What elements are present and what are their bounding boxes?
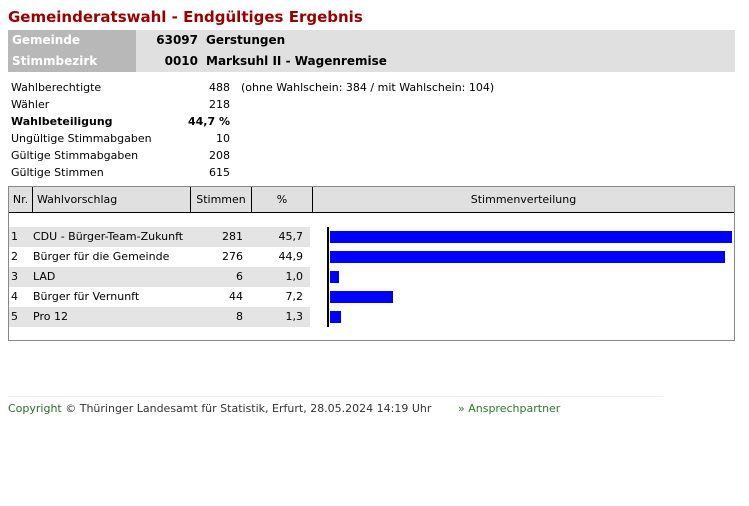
header-wahlvorschlag: Wahlvorschlag	[33, 187, 191, 212]
table-row: 1 CDU - Bürger-Team-Zukunft 281 45,7	[9, 227, 310, 247]
stat-note: (ohne Wahlschein: 384 / mit Wahlschein: …	[241, 81, 495, 94]
header-nr: Nr.	[9, 187, 33, 212]
results-table: Nr. Wahlvorschlag Stimmen % Stimmenverte…	[8, 186, 735, 341]
stat-row: Gültige Stimmen 615	[11, 164, 511, 181]
stat-row: Wahlbeteiligung 44,7 %	[11, 113, 511, 130]
stat-row: Ungültige Stimmabgaben 10	[11, 130, 511, 147]
stat-row: Wähler 218	[11, 96, 511, 113]
row-votes: 276	[222, 250, 243, 263]
row-percent: 1,0	[285, 270, 304, 283]
vote-bar	[330, 291, 393, 303]
row-nr: 4	[11, 290, 18, 303]
stimmbezirk-code: 0010	[164, 54, 198, 68]
table-header: Nr. Wahlvorschlag Stimmen % Stimmenverte…	[9, 187, 734, 213]
table-row: 2 Bürger für die Gemeinde 276 44,9	[9, 247, 310, 267]
stimmbezirk-name: Marksuhl II - Wagenremise	[206, 54, 387, 68]
stat-label: Ungültige Stimmabgaben	[11, 132, 152, 145]
vote-bar	[330, 251, 725, 263]
table-row: 3 LAD 6 1,0	[9, 267, 310, 287]
header-percent: %	[252, 187, 313, 212]
table-row: 4 Bürger für Vernunft 44 7,2	[9, 287, 310, 307]
stat-value: 44,7 %	[188, 115, 230, 128]
page-title: Gemeinderatswahl - Endgültiges Ergebnis	[8, 8, 363, 26]
row-votes: 44	[229, 290, 243, 303]
row-nr: 1	[11, 230, 18, 243]
stat-label: Gültige Stimmen	[11, 166, 104, 179]
gemeinde-code: 63097	[156, 33, 198, 47]
stat-value: 218	[209, 98, 230, 111]
row-percent: 7,2	[285, 290, 304, 303]
row-nr: 3	[11, 270, 18, 283]
stat-value: 488	[209, 81, 230, 94]
vote-bar	[330, 271, 339, 283]
gemeinde-name: Gerstungen	[206, 33, 286, 47]
stat-label: Wahlbeteiligung	[11, 115, 113, 128]
vote-bar	[330, 311, 341, 323]
stat-label: Wähler	[11, 98, 50, 111]
copyright: Copyright © Thüringer Landesamt für Stat…	[8, 402, 431, 415]
stat-value: 208	[209, 149, 230, 162]
row-votes: 8	[236, 310, 243, 323]
header-stimmen: Stimmen	[191, 187, 252, 212]
row-name: Bürger für die Gemeinde	[33, 250, 170, 263]
stat-row: Gültige Stimmabgaben 208	[11, 147, 511, 164]
row-nr: 2	[11, 250, 18, 263]
stat-value: 10	[216, 132, 230, 145]
copyright-word: Copyright	[8, 402, 62, 415]
row-votes: 6	[236, 270, 243, 283]
stimmbezirk-row: Stimmbezirk 0010 Marksuhl II - Wagenremi…	[8, 51, 735, 72]
header-stimmenverteilung: Stimmenverteilung	[470, 193, 577, 206]
chart-axis	[327, 227, 329, 327]
copyright-text: © Thüringer Landesamt für Statistik, Erf…	[61, 402, 432, 415]
stat-label: Wahlberechtigte	[11, 81, 102, 94]
row-name: Bürger für Vernunft	[33, 290, 140, 303]
table-row: 5 Pro 12 8 1,3	[9, 307, 310, 327]
vote-bar	[330, 231, 732, 243]
gemeinde-row: Gemeinde 63097 Gerstungen	[8, 30, 735, 51]
row-votes: 281	[222, 230, 243, 243]
row-percent: 44,9	[278, 250, 304, 263]
row-name: LAD	[33, 270, 56, 283]
row-percent: 45,7	[278, 230, 304, 243]
stat-label: Gültige Stimmabgaben	[11, 149, 139, 162]
ansprechpartner-link[interactable]: » Ansprechpartner	[458, 402, 561, 415]
row-percent: 1,3	[285, 310, 304, 323]
row-name: Pro 12	[33, 310, 68, 323]
stat-value: 615	[209, 166, 230, 179]
footer-divider	[8, 396, 663, 397]
row-name: CDU - Bürger-Team-Zukunft	[33, 230, 184, 243]
stimmbezirk-label: Stimmbezirk	[8, 51, 136, 72]
stat-row: Wahlberechtigte 488 (ohne Wahlschein: 384 …	[11, 79, 511, 96]
row-nr: 5	[11, 310, 18, 323]
gemeinde-label: Gemeinde	[8, 30, 136, 51]
